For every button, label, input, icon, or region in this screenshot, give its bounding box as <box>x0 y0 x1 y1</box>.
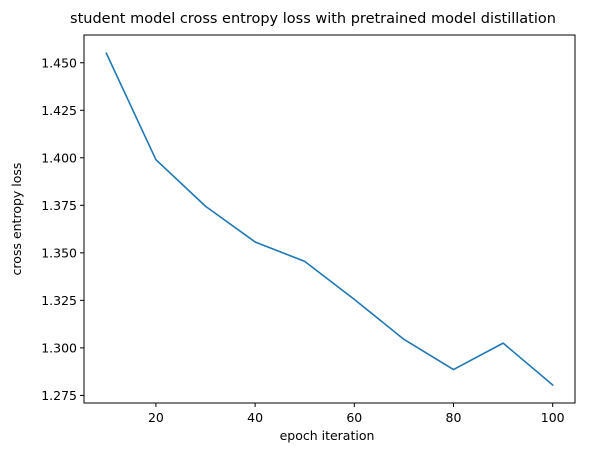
y-axis-label: cross entropy loss <box>9 163 24 276</box>
y-tick-label: 1.350 <box>41 245 77 260</box>
x-tick-label: 80 <box>446 410 462 425</box>
x-tick-label: 40 <box>247 410 263 425</box>
y-tick-label: 1.450 <box>41 55 77 70</box>
x-tick-label: 20 <box>148 410 164 425</box>
y-tick-label: 1.400 <box>41 150 77 165</box>
x-tick-label: 100 <box>541 410 565 425</box>
x-axis-ticks: 20 40 60 80 100 <box>148 403 565 425</box>
y-tick-label: 1.275 <box>41 388 77 403</box>
chart-title: student model cross entropy loss with pr… <box>70 11 556 27</box>
x-axis-label: epoch iteration <box>280 428 375 443</box>
x-tick-label: 60 <box>346 410 362 425</box>
plot-frame <box>83 34 576 404</box>
y-tick-label: 1.375 <box>41 198 77 213</box>
y-tick-label: 1.425 <box>41 103 77 118</box>
series-group <box>105 52 554 387</box>
y-axis-ticks: 1.275 1.300 1.325 1.350 1.375 1.400 1.425 1.450 <box>41 55 84 403</box>
series-line <box>105 52 554 387</box>
y-tick-label: 1.300 <box>41 340 77 355</box>
y-tick-label: 1.325 <box>41 293 77 308</box>
